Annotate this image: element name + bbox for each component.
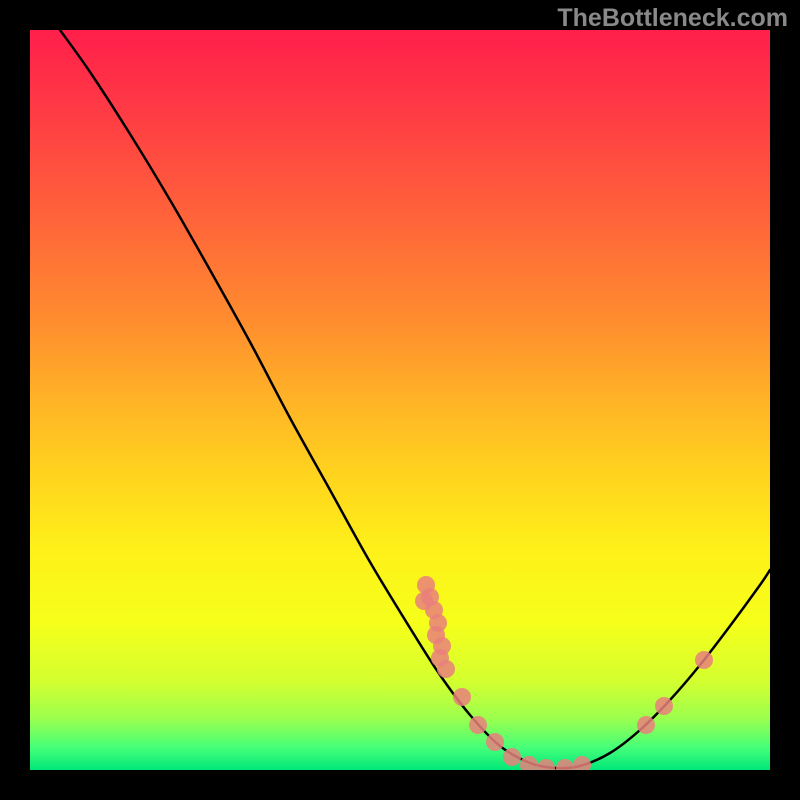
data-marker	[655, 697, 673, 715]
chart-svg	[30, 30, 770, 770]
data-marker	[415, 592, 433, 610]
data-marker	[637, 716, 655, 734]
chart-container: TheBottleneck.com	[0, 0, 800, 800]
data-marker	[469, 716, 487, 734]
data-marker	[437, 660, 455, 678]
data-marker	[695, 651, 713, 669]
watermark-text: TheBottleneck.com	[557, 4, 788, 33]
data-marker	[503, 748, 521, 766]
plot-area	[30, 30, 770, 770]
gradient-background	[30, 30, 770, 770]
data-marker	[453, 688, 471, 706]
data-marker	[486, 733, 504, 751]
